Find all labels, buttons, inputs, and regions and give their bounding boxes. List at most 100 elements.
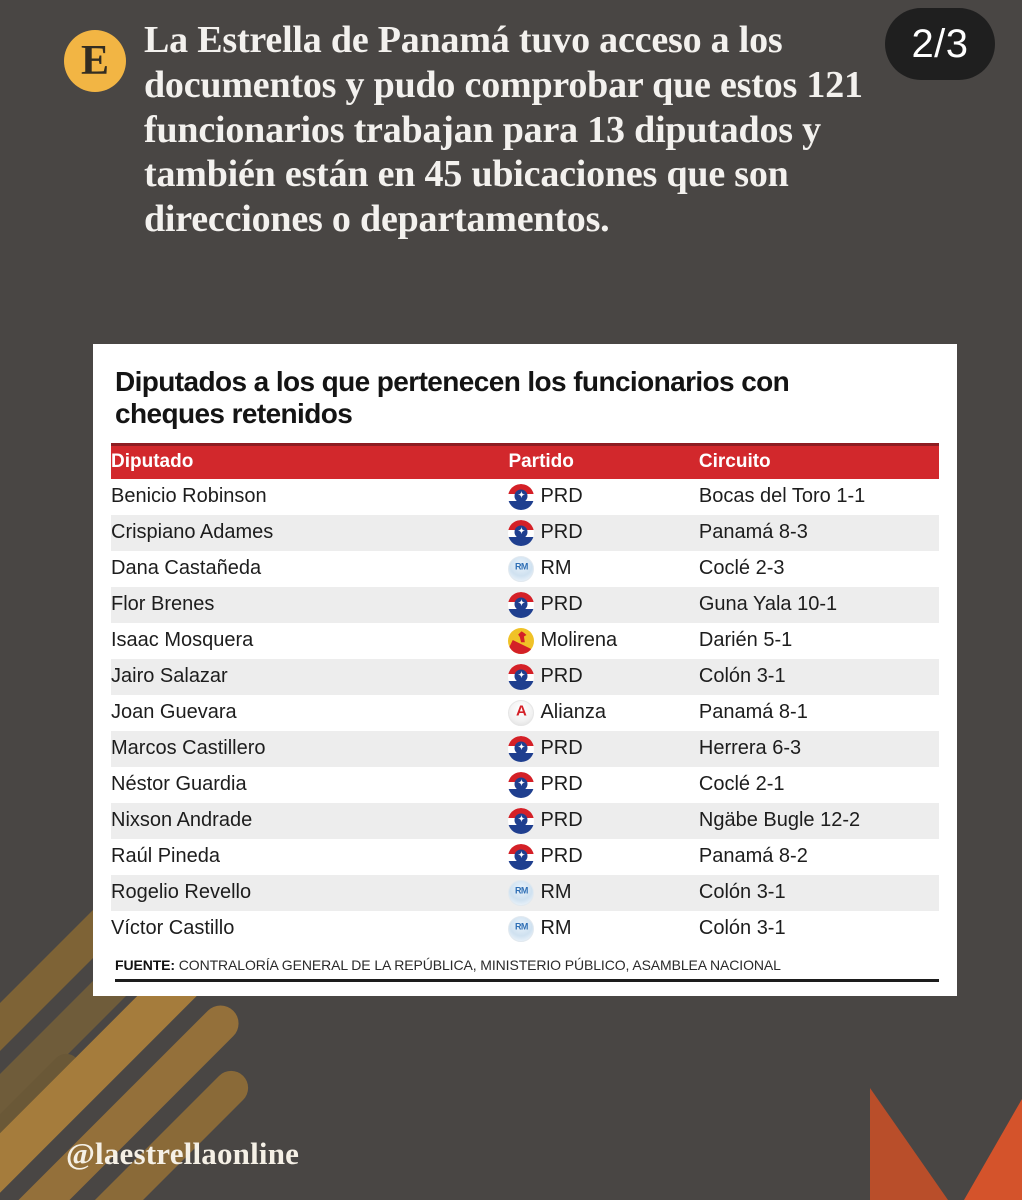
corner-triangle (964, 1092, 1022, 1200)
cell-partido: RM RM (508, 551, 698, 587)
logo-emblem: ✦ (514, 489, 528, 503)
cell-circuito: Bocas del Toro 1-1 (698, 485, 866, 508)
prd-logo: ✦ (508, 483, 535, 510)
logo-emblem: A (516, 702, 527, 720)
table-row: Jairo Salazar ✦ PRD Colón 3-1 (111, 658, 939, 695)
cell-circuito: Herrera 6-3 (698, 737, 802, 760)
table-body: Benicio Robinson ✦ PRD Bocas del Toro 1-1 Cr… (111, 479, 939, 947)
cell-diputado: Isaac Mosquera (111, 629, 254, 652)
source-label: FUENTE: (115, 956, 175, 973)
cell-circuito: Colón 3-1 (698, 881, 786, 904)
cell-circuito: Coclé 2-1 (698, 773, 785, 796)
estrella-logo-icon: E (64, 30, 126, 92)
cell-circuito: Panamá 8-3 (698, 521, 808, 544)
logo-emblem: ✦ (514, 849, 528, 863)
cell-partido: RM RM (508, 875, 698, 911)
party-cell: RM RM (508, 555, 698, 582)
cell-partido: ✦ PRD (508, 515, 698, 551)
party-label: Alianza (540, 701, 607, 724)
party-cell: ✦ PRD (508, 663, 698, 690)
table-row: Crispiano Adames ✦ PRD Panamá 8-3 (111, 514, 939, 551)
party-cell: A Alianza (508, 699, 698, 726)
cell-diputado: Marcos Castillero (111, 737, 266, 760)
table-row: Víctor Castillo RM RM Colón 3-1 (111, 911, 939, 947)
cell-partido: ✦ PRD (508, 839, 698, 875)
party-label: RM (540, 881, 572, 904)
corner-triangle (870, 1088, 948, 1200)
cell-circuito: Ngäbe Bugle 12-2 (698, 809, 861, 832)
party-label: RM (540, 917, 572, 940)
party-label: PRD (540, 593, 583, 616)
party-cell: RM RM (508, 915, 698, 942)
party-label: PRD (540, 521, 583, 544)
cell-partido: ✦ PRD (508, 587, 698, 623)
party-label: PRD (540, 845, 583, 868)
rm-logo: RM (508, 915, 535, 942)
infographic-card: Diputados a los que pertenecen los funci… (93, 344, 957, 996)
cell-diputado: Benicio Robinson (111, 485, 267, 508)
table-row: Raúl Pineda ✦ PRD Panamá 8-2 (111, 839, 939, 875)
column-header-partido: Partido (508, 442, 699, 479)
cell-diputado: Jairo Salazar (111, 665, 228, 688)
cell-partido: ✦ PRD (508, 731, 698, 767)
cell-diputado: Víctor Castillo (111, 917, 235, 940)
source-text: CONTRALORÍA GENERAL DE LA REPÚBLICA, MIN… (178, 956, 781, 973)
table-row: Flor Brenes ✦ PRD Guna Yala 10-1 (111, 586, 939, 623)
source-line: FUENTE: CONTRALORÍA GENERAL DE LA REPÚBL… (115, 957, 939, 982)
cell-partido: ✦ PRD (508, 803, 698, 839)
logo-emblem (518, 631, 527, 643)
logo-emblem: ✦ (514, 813, 528, 827)
logo-emblem: RM (514, 561, 529, 572)
party-cell: ✦ PRD (508, 519, 698, 546)
cell-diputado: Joan Guevara (111, 701, 237, 724)
cell-diputado: Flor Brenes (111, 593, 215, 616)
table-header-row: Diputado Partido Circuito (111, 442, 939, 479)
cell-circuito: Coclé 2-3 (698, 557, 785, 580)
cell-diputado: Nixson Andrade (111, 809, 253, 832)
prd-logo: ✦ (508, 663, 535, 690)
rm-logo: RM (508, 879, 535, 906)
diagonal-stripe (0, 1048, 86, 1200)
headline-block: E La Estrella de Panamá tuvo acceso a lo… (0, 0, 1022, 242)
cell-diputado: Raúl Pineda (111, 845, 220, 868)
prd-logo: ✦ (508, 843, 535, 870)
table-row: Rogelio Revello RM RM Colón 3-1 (111, 874, 939, 911)
card-title: Diputados a los que pertenecen los funci… (115, 366, 790, 430)
cell-diputado: Rogelio Revello (111, 881, 252, 904)
diagonal-stripe (4, 1063, 256, 1200)
party-cell: Molirena (508, 627, 698, 654)
logo-emblem: ✦ (514, 741, 528, 755)
table-row: Isaac Mosquera Molirena Darién 5-1 (111, 623, 939, 659)
party-cell: ✦ PRD (508, 771, 698, 798)
prd-logo: ✦ (508, 519, 535, 546)
party-label: RM (540, 557, 572, 580)
cell-circuito: Panamá 8-2 (698, 845, 808, 868)
party-label: PRD (540, 665, 583, 688)
molirena-logo (508, 627, 535, 654)
cell-partido: Molirena (508, 623, 698, 659)
table-row: Dana Castañeda RM RM Coclé 2-3 (111, 551, 939, 587)
cell-diputado: Néstor Guardia (111, 773, 247, 796)
estrella-logo-letter: E (80, 38, 109, 84)
diputados-table: Diputado Partido Circuito Benicio Robins… (111, 442, 939, 947)
table-row: Marcos Castillero ✦ PRD Herrera 6-3 (111, 730, 939, 767)
logo-emblem: ✦ (514, 525, 528, 539)
prd-logo: ✦ (508, 735, 535, 762)
cell-diputado: Dana Castañeda (111, 557, 262, 580)
logo-emblem: ✦ (514, 597, 528, 611)
prd-logo: ✦ (508, 771, 535, 798)
alianza-logo: A (508, 699, 535, 726)
cell-circuito: Colón 3-1 (698, 665, 786, 688)
table-row: Benicio Robinson ✦ PRD Bocas del Toro 1-1 (111, 479, 939, 515)
party-cell: ✦ PRD (508, 843, 698, 870)
logo-emblem: RM (514, 921, 529, 932)
table-head: Diputado Partido Circuito (111, 442, 939, 479)
headline-text: La Estrella de Panamá tuvo acceso a los … (144, 19, 863, 241)
party-cell: RM RM (508, 879, 698, 906)
logo-emblem: RM (514, 885, 529, 896)
column-header-diputado: Diputado (111, 442, 509, 479)
rm-logo: RM (508, 555, 535, 582)
logo-emblem: ✦ (514, 777, 528, 791)
prd-logo: ✦ (508, 807, 535, 834)
prd-logo: ✦ (508, 591, 535, 618)
